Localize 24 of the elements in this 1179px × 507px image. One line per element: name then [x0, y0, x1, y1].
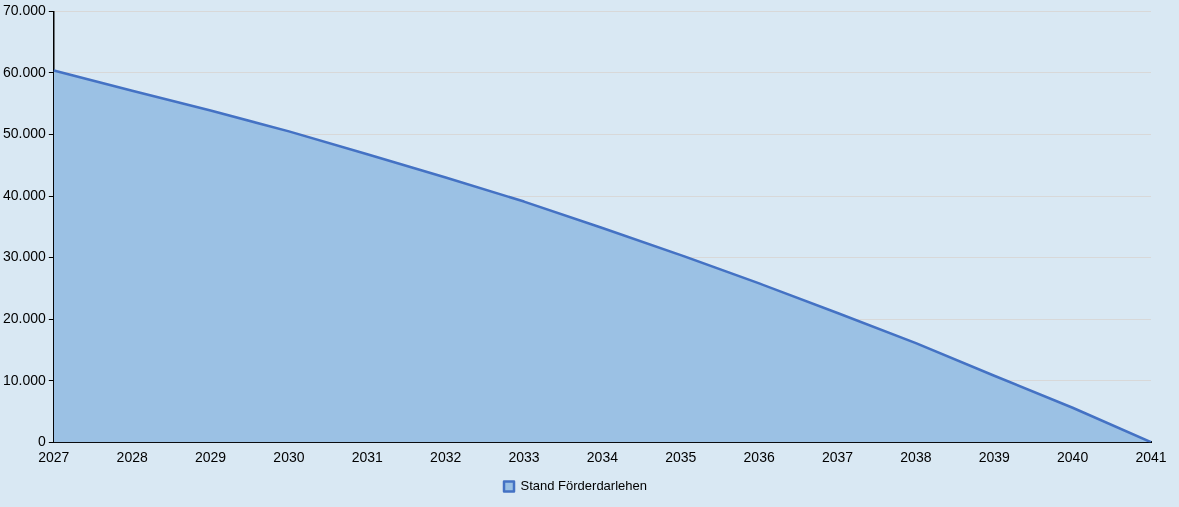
x-tick-label: 2041: [1135, 449, 1167, 466]
y-tick-label: 30.000: [2, 248, 47, 265]
x-tick-label: 2036: [743, 449, 775, 466]
y-tick-label: 70.000: [2, 2, 47, 19]
x-tick-label: 2029: [194, 449, 227, 466]
y-tick-label: 40.000: [2, 186, 47, 203]
y-tick-label: 20.000: [2, 309, 47, 326]
x-tick-label: 2034: [586, 449, 619, 466]
y-tick-label: 50.000: [2, 125, 47, 142]
y-tick-label: 60.000: [2, 63, 47, 80]
y-tick-label: 10.000: [2, 371, 47, 388]
x-tick-label: 2033: [508, 449, 540, 466]
y-tick-label: 0: [38, 433, 47, 450]
x-tick-label: 2030: [273, 449, 305, 466]
x-tick-label: 2037: [821, 449, 854, 466]
x-tick-label: 2031: [351, 449, 384, 466]
x-tick-label: 2039: [978, 449, 1011, 466]
x-tick-label: 2038: [900, 449, 932, 466]
x-tick-label: 2027: [38, 449, 70, 466]
x-tick-label: 2035: [665, 449, 697, 466]
x-tick-label: 2040: [1057, 449, 1089, 466]
x-tick-label: 2028: [116, 449, 148, 466]
x-tick-label: 2032: [430, 449, 462, 466]
legend-label: Stand Förderdarlehen: [520, 478, 647, 494]
